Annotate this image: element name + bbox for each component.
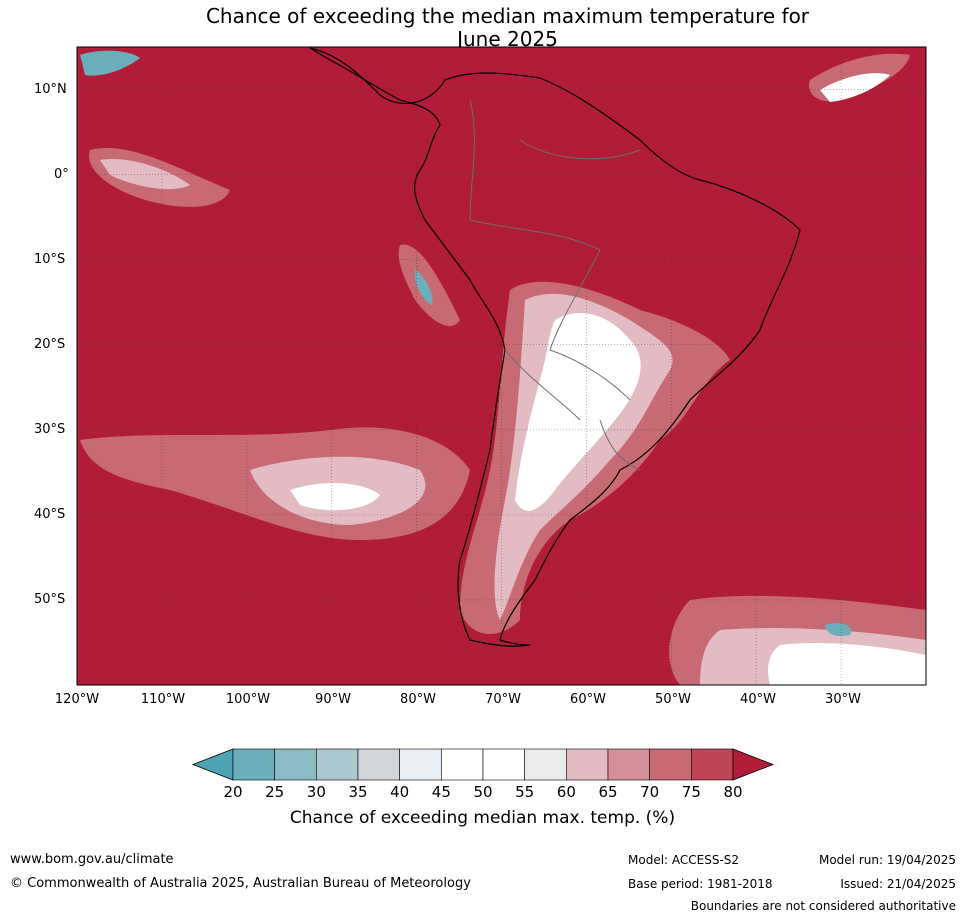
country-borders [469,99,641,471]
colorbar-tick-label: 70 [640,783,660,801]
colorbar-cell [649,748,692,781]
colorbar-tick-label: 20 [223,783,243,801]
colorbar-tick-label: 50 [473,783,493,801]
graticule [77,47,926,685]
copyright-text: © Commonwealth of Australia 2025, Austra… [10,876,471,891]
lat-label: 30°S [34,422,66,437]
lat-label: 40°S [34,507,66,522]
website-text: www.bom.gov.au/climate [10,852,174,867]
colorbar-cell [524,748,567,781]
issued-text: Issued: 21/04/2025 [840,877,956,891]
colorbar-extend-high [732,748,775,781]
colorbar-cell [607,748,650,781]
lon-label: 70°W [485,692,521,707]
probability-band-20-40 [80,50,851,637]
lon-label: 80°W [400,692,436,707]
lon-label: 90°W [315,692,351,707]
lat-label: 50°S [34,592,66,607]
colorbar-cell [482,748,525,781]
colorbar-cell [274,748,317,781]
lat-label: 10°S [34,252,66,267]
lat-label: 10°N [34,82,67,97]
lat-label: 20°S [34,337,66,352]
lon-label: 50°W [655,692,691,707]
colorbar-tick-label: 80 [723,783,743,801]
lon-label: 40°W [740,692,776,707]
colorbar-tick-label: 65 [598,783,618,801]
colorbar-cell [232,748,275,781]
base-period-text: Base period: 1981-2018 [628,877,773,891]
model-text: Model: ACCESS-S2 [628,853,740,867]
map-border [76,46,927,686]
colorbar-tick-label: 40 [390,783,410,801]
lon-label: 100°W [225,692,271,707]
colorbar-tick-label: 25 [265,783,285,801]
colorbar-cell [691,748,734,781]
colorbar-cell [316,748,359,781]
probability-band-45-60 [290,73,926,685]
colorbar-cell [357,748,400,781]
colorbar-tick-label: 30 [306,783,326,801]
lon-label: 120°W [54,692,100,707]
model-run-text: Model run: 19/04/2025 [818,853,956,867]
lon-label: 30°W [825,692,861,707]
colorbar-cell [566,748,609,781]
colorbar-cell [399,748,442,781]
colorbar-tick-label: 75 [681,783,701,801]
colorbar-tick-label: 55 [515,783,535,801]
colorbar-tick-label: 60 [556,783,576,801]
lon-label: 60°W [570,692,606,707]
disclaimer-text: Boundaries are not considered authoritat… [690,899,956,913]
south-america-coastline [309,47,801,647]
colorbar-tick-label: 35 [348,783,368,801]
lon-label: 110°W [140,692,186,707]
colorbar-tick-label: 45 [431,783,451,801]
colorbar-cell [441,748,484,781]
chart-title-line1: Chance of exceeding the median maximum t… [205,4,810,28]
colorbar-extend-low [191,748,234,781]
colorbar-label: Chance of exceeding median max. temp. (%… [289,808,676,828]
lat-label: 0° [54,167,69,182]
